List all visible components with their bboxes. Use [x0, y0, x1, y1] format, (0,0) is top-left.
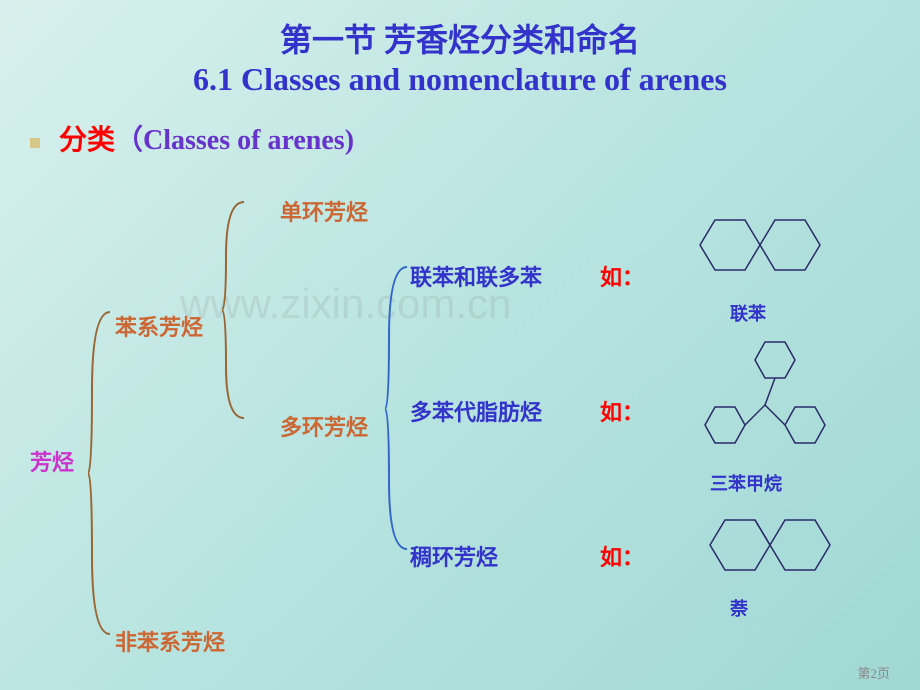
- brace-benzene: [222, 200, 248, 424]
- node-polyphenyl-aliphatic: 多苯代脂肪烃: [410, 395, 542, 427]
- classification-tree: 芳烃 苯系芳烃 非苯系芳烃 单环芳烃 多环芳烃 联苯和联多苯 多苯代脂肪烃 稠环…: [30, 180, 890, 660]
- label-triphenylmethane: 三苯甲烷: [710, 470, 782, 496]
- node-root: 芳烃: [30, 445, 74, 477]
- node-benzene-arenes: 苯系芳烃: [115, 310, 203, 342]
- section-header: 分类（Classes of arenes): [30, 118, 920, 158]
- node-polycyclic: 多环芳烃: [280, 410, 368, 442]
- page-number: 第2页: [857, 663, 890, 682]
- section-red-text: 分类: [59, 125, 115, 156]
- node-monocyclic: 单环芳烃: [280, 195, 368, 227]
- eg-label-2: 如：: [600, 395, 644, 427]
- label-biphenyl: 联苯: [730, 300, 766, 326]
- bullet-icon: [30, 138, 40, 148]
- label-naphthalene: 萘: [730, 595, 748, 621]
- node-fused-ring: 稠环芳烃: [410, 540, 498, 572]
- molecule-naphthalene: [680, 505, 840, 585]
- brace-root: [88, 310, 114, 640]
- node-nonbenzene-arenes: 非苯系芳烃: [115, 625, 225, 657]
- brace-polycyclic: [385, 265, 411, 555]
- title-english: 6.1 Classes and nomenclature of arenes: [0, 61, 920, 98]
- eg-label-1: 如：: [600, 260, 644, 292]
- molecule-biphenyl: [670, 200, 840, 290]
- slide-title: 第一节 芳香烃分类和命名 6.1 Classes and nomenclatur…: [0, 0, 920, 98]
- title-chinese: 第一节 芳香烃分类和命名: [0, 15, 920, 61]
- eg-label-3: 如：: [600, 540, 644, 572]
- section-purple-text: （Classes of arenes): [115, 125, 354, 156]
- node-biphenyl-group: 联苯和联多苯: [410, 260, 542, 292]
- molecule-triphenylmethane: [665, 330, 865, 470]
